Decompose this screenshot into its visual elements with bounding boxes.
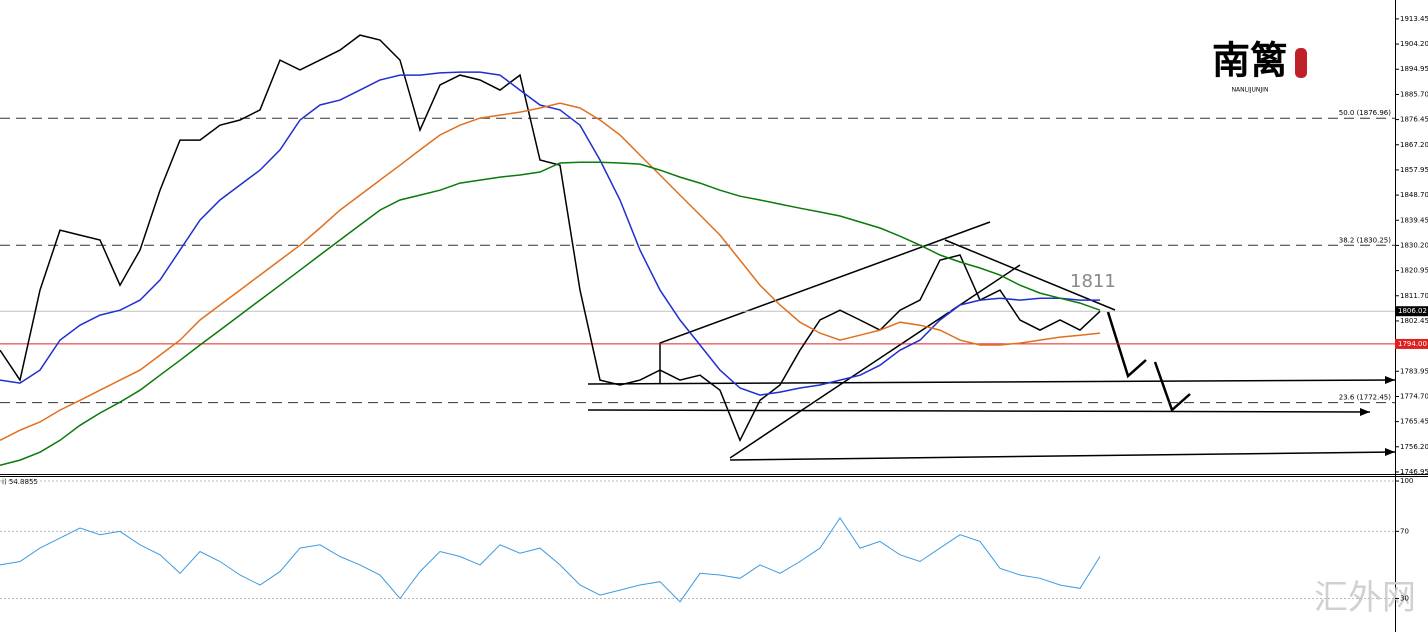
fibo-label: 50.0 (1876.96) [1339,109,1391,117]
logo-seal [1295,48,1307,78]
y-tick-label: 1783.95 [1400,367,1428,375]
target-line [729,451,1396,461]
arrow-head [1385,376,1395,384]
y-tick-label: 1904.20 [1400,40,1428,48]
y-tick-label: 70 [1400,527,1409,535]
y-tick-label: 1756.20 [1400,443,1428,451]
logo-title: 南篱 [1212,38,1288,83]
y-tick-label: 1885.70 [1400,90,1428,98]
y-tick-label: 30 [1400,594,1409,602]
indicator-label: i) 54.8855 [2,478,38,486]
fibo-label: 23.6 (1772.45) [1339,394,1391,402]
rsi-line [0,516,1101,603]
y-tick-label: 1913.45 [1400,15,1428,23]
y-tick-label: 1830.20 [1400,241,1428,249]
y-tick-label: 1746.95 [1400,468,1428,476]
projection-arrow [1106,311,1147,379]
drawings [587,221,1396,461]
moving-average [0,71,1100,396]
price-tag [1395,338,1428,349]
y-tick-label: 1765.45 [1400,418,1428,426]
y-tick-label: 1848.70 [1400,191,1428,199]
y-tick-label: 100 [1400,477,1413,485]
y-tick-label: 1839.45 [1400,216,1428,224]
y-tick-label: 1774.70 [1400,392,1428,400]
logo: 南篱 NANLIJUNJIN [1212,38,1307,94]
price-tag [1395,306,1428,317]
y-tick-label: 1802.45 [1400,317,1428,325]
arrow-head [1360,408,1370,416]
projection-arrow [1153,361,1191,413]
target-line [587,409,1371,413]
y-tick-label: 1894.95 [1400,65,1428,73]
y-tick-label: 1820.95 [1400,267,1428,275]
annotation: 1811 [1070,271,1116,292]
price-line [0,34,1101,443]
y-tick-label: 1867.20 [1400,141,1428,149]
y-tick-label: 1876.45 [1400,116,1428,124]
y-tick-label: 1857.95 [1400,166,1428,174]
moving-average [0,102,1101,441]
fibo-label: 38.2 (1830.25) [1339,236,1391,244]
moving-average [0,161,1101,467]
trend-line [944,239,1116,311]
logo-subtitle: NANLIJUNJIN [1232,87,1269,94]
price-tag-label: 1806.02 [1398,307,1427,315]
trend-line [729,264,1021,459]
arrow-head [1385,448,1395,456]
y-tick-label: 1811.70 [1400,292,1428,300]
price-tag-label: 1794.00 [1398,340,1427,348]
target-line [587,379,1396,385]
